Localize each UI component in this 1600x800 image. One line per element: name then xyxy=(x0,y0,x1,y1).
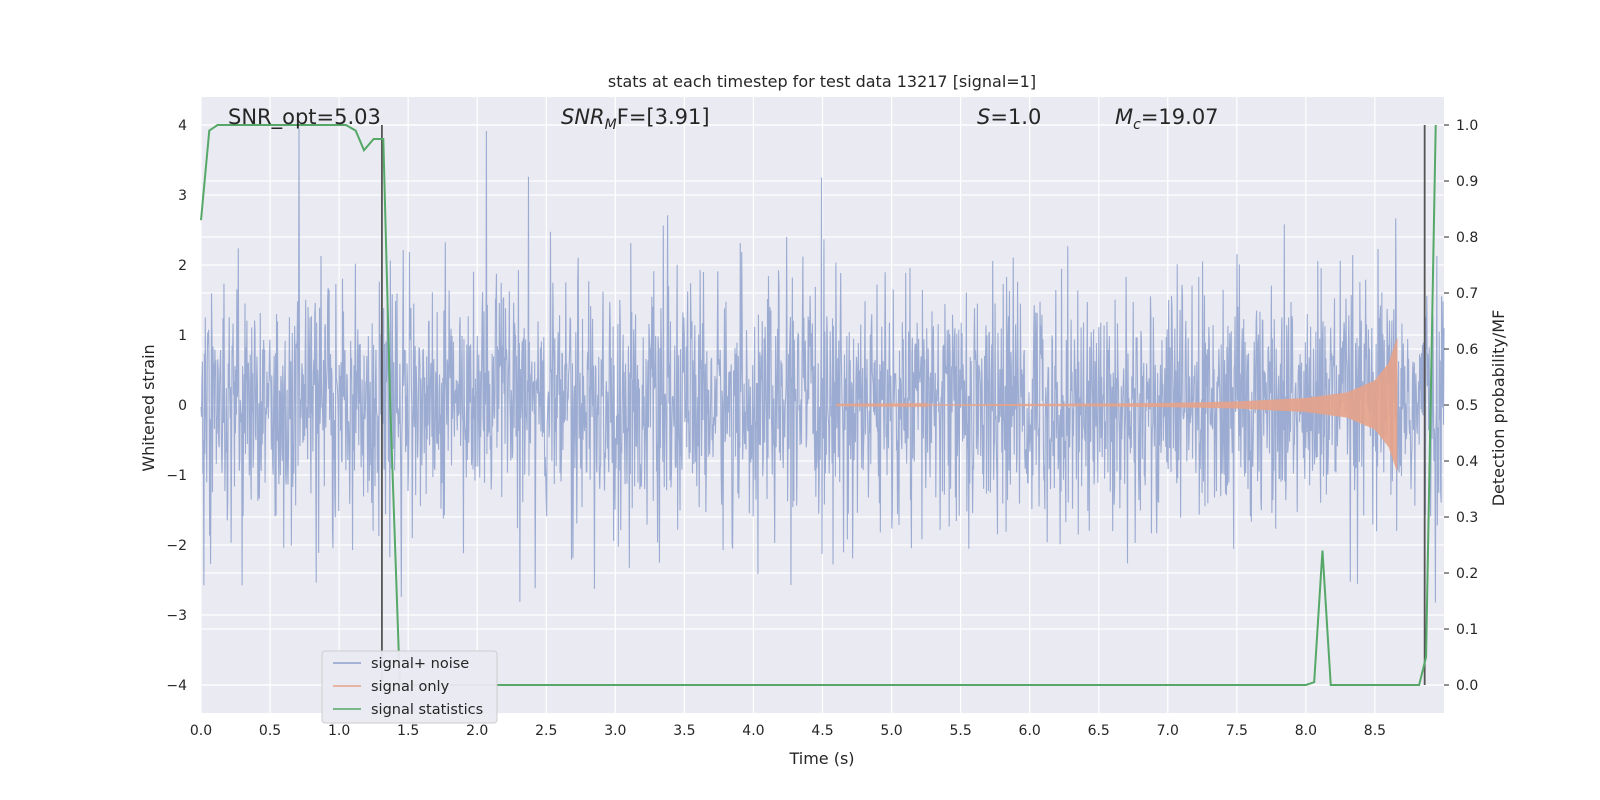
x-tick-7.0: 7.0 xyxy=(1157,723,1179,739)
x-tick-0.5: 0.5 xyxy=(259,723,281,739)
x-tick-3.5: 3.5 xyxy=(673,723,695,739)
y-right-tick-0.9: 0.9 xyxy=(1456,174,1478,190)
x-tick-1.5: 1.5 xyxy=(397,723,419,739)
legend: signal+ noise signal only signal statist… xyxy=(321,650,498,724)
x-tick-6.0: 6.0 xyxy=(1019,723,1041,739)
annotation-s-symbol: S xyxy=(977,105,990,129)
series-signal-only xyxy=(835,338,1398,471)
y-tick-1: 1 xyxy=(178,328,187,344)
y-tick-4: 4 xyxy=(178,118,187,134)
stats-line xyxy=(200,124,1437,686)
annotation-mc-symbol: M xyxy=(1115,105,1133,129)
y-tick-−4: −4 xyxy=(166,678,187,694)
annotation-mc-value: =19.07 xyxy=(1141,105,1219,129)
y-right-tick-0.4: 0.4 xyxy=(1456,454,1478,470)
noise-line xyxy=(200,128,1445,603)
y-tick-0: 0 xyxy=(178,398,187,414)
y-right-tick-0.8: 0.8 xyxy=(1456,230,1478,246)
y-right-tick-0.0: 0.0 xyxy=(1456,678,1478,694)
annotation-snr-mf-symbol: SNR xyxy=(561,105,605,129)
annotation-snr-mf: SNRMF=[3.91] xyxy=(561,105,710,133)
x-tick-0.0: 0.0 xyxy=(190,723,212,739)
series-signal-noise xyxy=(200,128,1445,603)
y-tick-−1: −1 xyxy=(166,468,187,484)
annotation-mc: Mc=19.07 xyxy=(1115,105,1219,133)
x-tick-8.0: 8.0 xyxy=(1295,723,1317,739)
x-tick-3.0: 3.0 xyxy=(604,723,626,739)
legend-entry-signal-only: signal only xyxy=(371,679,450,695)
x-axis-label: Time (s) xyxy=(788,749,854,768)
legend-entry-signal-statistics: signal statistics xyxy=(371,702,483,718)
x-tick-6.5: 6.5 xyxy=(1088,723,1110,739)
y-tick-2: 2 xyxy=(178,258,187,274)
x-tick-2.0: 2.0 xyxy=(466,723,488,739)
y-right-tick-0.1: 0.1 xyxy=(1456,622,1478,638)
x-tick-4.0: 4.0 xyxy=(742,723,764,739)
chart-title: stats at each timestep for test data 132… xyxy=(608,72,1036,91)
legend-entry-signal-noise: signal+ noise xyxy=(371,656,469,672)
y-right-tick-1.0: 1.0 xyxy=(1456,118,1478,134)
signal-line xyxy=(835,338,1398,471)
x-tick-4.5: 4.5 xyxy=(811,723,833,739)
annotation-s: S=1.0 xyxy=(977,105,1041,129)
annotation-snr-mf-value: F=[3.91] xyxy=(617,105,710,129)
x-tick-5.5: 5.5 xyxy=(949,723,971,739)
annotation-mc-subscript: c xyxy=(1133,117,1141,133)
y-right-tick-0.3: 0.3 xyxy=(1456,510,1478,526)
vertical-markers xyxy=(381,125,1426,685)
x-tick-8.5: 8.5 xyxy=(1364,723,1386,739)
x-tick-1.0: 1.0 xyxy=(328,723,350,739)
x-tick-5.0: 5.0 xyxy=(880,723,902,739)
y-tick-−3: −3 xyxy=(166,608,187,624)
y-right-axis-label: Detection probability/MF xyxy=(1489,310,1508,507)
y-right-tick-0.2: 0.2 xyxy=(1456,566,1478,582)
annotation-snr-mf-subscript: M xyxy=(605,117,617,133)
y-right-tick-0.6: 0.6 xyxy=(1456,342,1478,358)
series-signal-statistics xyxy=(200,124,1437,686)
axis-ticks: 0.0 0.5 1.0 1.5 2.0 2.5 3.0 3.5 4.0 4.5 5.0 5.5 6.0 6… xyxy=(166,118,1478,739)
annotation-snr-opt: SNR_opt=5.03 xyxy=(228,105,381,130)
y-tick-−2: −2 xyxy=(166,538,187,554)
y-axis-label: Whitened strain xyxy=(139,344,158,471)
legend-box xyxy=(321,650,498,724)
x-tick-7.5: 7.5 xyxy=(1226,723,1248,739)
x-tick-2.5: 2.5 xyxy=(535,723,557,739)
annotation-s-value: =1.0 xyxy=(990,105,1041,129)
y-right-tick-0.5: 0.5 xyxy=(1456,398,1478,414)
y-tick-3: 3 xyxy=(178,188,187,204)
y-right-tick-0.7: 0.7 xyxy=(1456,286,1478,302)
